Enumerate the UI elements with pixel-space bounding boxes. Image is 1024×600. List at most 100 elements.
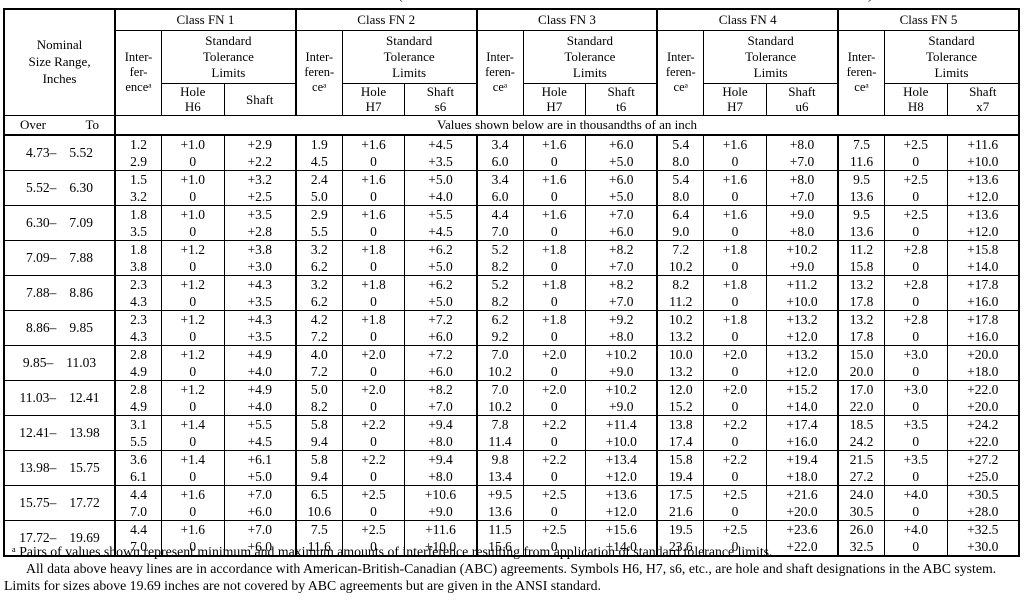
upper-value: 6.4 xyxy=(672,206,690,222)
fn4-hole-header: Hole H7 xyxy=(703,83,767,116)
shaft-limit-cell: +13.2 +12.0 xyxy=(765,309,839,346)
lower-value: +4.0 xyxy=(428,188,453,204)
upper-value: +1.4 xyxy=(180,451,206,467)
upper-value: +8.0 xyxy=(789,171,815,187)
upper-value: +7.2 xyxy=(428,346,453,362)
shaft-limit-cell: +32.5 +30.0 xyxy=(946,519,1020,557)
interference-cell: 3.4 6.0 xyxy=(475,134,524,171)
shaft-limit-cell: +11.2 +10.0 xyxy=(765,274,839,311)
lower-value: 0 xyxy=(550,188,558,204)
interference-cell: 17.5 21.6 xyxy=(656,484,705,521)
size-to-value: 7.88 xyxy=(69,249,94,265)
hole-limit-cell: +2.2 0 xyxy=(522,449,587,486)
lower-value: 6.0 xyxy=(491,188,509,204)
lower-value: 4.9 xyxy=(130,363,147,379)
lower-value: +10.0 xyxy=(786,293,818,309)
lower-value: +9.0 xyxy=(608,363,634,379)
hole-limit-cell: +1.8 0 xyxy=(522,309,587,346)
interference-cell: 2.3 4.3 xyxy=(114,274,163,311)
lower-value: +9.0 xyxy=(789,258,815,274)
lower-value: +5.0 xyxy=(608,153,634,169)
lower-value: +20.0 xyxy=(786,503,818,519)
units-note: Values shown below are in thousandths of… xyxy=(114,114,1020,136)
lower-value: 0 xyxy=(550,153,558,169)
hole-limit-cell: +1.6 0 xyxy=(161,519,225,557)
hole-limit-cell: +3.5 0 xyxy=(884,414,948,451)
lower-value: 24.2 xyxy=(849,433,874,449)
interference-cell: 26.0 32.5 xyxy=(837,519,886,557)
hole-limit-cell: +2.5 0 xyxy=(341,519,406,557)
lower-value: +9.0 xyxy=(428,503,453,519)
hole-limit-cell: +1.8 0 xyxy=(341,309,406,346)
upper-value: +5.0 xyxy=(428,171,453,187)
lower-value: +2.5 xyxy=(247,188,272,204)
upper-value: 6.5 xyxy=(310,486,328,502)
shaft-limit-cell: +3.8 +3.0 xyxy=(223,239,297,276)
lower-value: +14.0 xyxy=(967,258,999,274)
upper-value: +9.5 xyxy=(487,486,513,502)
lower-value: 9.0 xyxy=(672,223,690,239)
hole-limit-cell: +1.0 0 xyxy=(161,134,225,171)
table-row: 11.03– 12.41 2.8 4.9 +1.2 0 +4.9 +4.0 5.0 8.2 +2.0… xyxy=(3,379,1020,416)
class-fn4-header: Class FN 4 xyxy=(656,8,839,31)
fn1-shaft-header: Shaft xyxy=(223,83,297,116)
lower-value: +5.0 xyxy=(247,468,272,484)
shaft-limit-cell: +3.2 +2.5 xyxy=(223,169,297,206)
interference-cell: 6.4 9.0 xyxy=(656,204,705,241)
lower-value: 0 xyxy=(912,433,920,449)
upper-value: +4.5 xyxy=(428,136,453,152)
size-over-value: 6.30– xyxy=(26,214,57,230)
size-over-value: 15.75– xyxy=(19,494,57,510)
lower-value: 0 xyxy=(189,503,197,519)
upper-value: +2.2 xyxy=(722,416,748,432)
lower-value: 0 xyxy=(731,503,739,519)
upper-value: +9.2 xyxy=(608,311,634,327)
lower-value: 0 xyxy=(370,153,377,169)
shaft-limit-cell: +4.9 +4.0 xyxy=(223,344,297,381)
lower-value: 17.8 xyxy=(849,293,874,309)
lower-value: 13.2 xyxy=(668,363,693,379)
hole-limit-cell: +1.6 0 xyxy=(341,134,406,171)
upper-value: +1.6 xyxy=(361,206,386,222)
fn4-tolerance-limits-header: Standard Tolerance Limits xyxy=(703,30,839,84)
lower-value: 0 xyxy=(731,188,739,204)
lower-value: +7.0 xyxy=(428,398,453,414)
upper-value: +15.6 xyxy=(605,521,637,537)
hole-limit-cell: +1.8 0 xyxy=(522,239,587,276)
upper-value: +1.6 xyxy=(722,136,748,152)
fn4-interference-header: Inter- feren- ceᵃ xyxy=(656,30,705,116)
fn2-hole-header: Hole H7 xyxy=(341,83,406,116)
size-over-value: 4.73– xyxy=(26,144,57,160)
lower-value: 2.9 xyxy=(130,153,147,169)
hole-limit-cell: +2.5 0 xyxy=(884,169,948,206)
shaft-limit-cell: +13.6 +12.0 xyxy=(585,484,658,521)
shaft-limit-cell: +6.0 +5.0 xyxy=(585,134,658,171)
lower-value: 0 xyxy=(912,363,920,379)
upper-value: +1.6 xyxy=(180,521,206,537)
lower-value: 19.4 xyxy=(668,468,693,484)
lower-value: +2.8 xyxy=(247,223,272,239)
lower-value: 8.0 xyxy=(672,188,690,204)
lower-value: 0 xyxy=(189,468,197,484)
shaft-limit-cell: +2.9 +2.2 xyxy=(223,134,297,171)
fn3-interference-header: Inter- feren- ceᵃ xyxy=(475,30,524,116)
upper-value: 11.2 xyxy=(849,241,874,257)
hole-limit-cell: +4.0 0 xyxy=(884,484,948,521)
interference-cell: 24.0 30.5 xyxy=(837,484,886,521)
hole-limit-cell: +1.2 0 xyxy=(161,379,225,416)
shaft-limit-cell: +6.0 +5.0 xyxy=(585,169,658,206)
lower-value: +14.0 xyxy=(605,538,637,554)
size-over-value: 5.52– xyxy=(26,179,57,195)
shaft-limit-cell: +3.5 +2.8 xyxy=(223,204,297,241)
hole-limit-cell: +2.0 0 xyxy=(703,379,767,416)
footnote-a: ᵃ Pairs of values shown represent minimu… xyxy=(12,544,773,559)
fn5-interference-header: Inter- feren- ceᵃ xyxy=(837,30,886,116)
upper-value: +1.6 xyxy=(542,136,567,152)
interference-cell: 2.3 4.3 xyxy=(114,309,163,346)
lower-value: 4.5 xyxy=(310,153,328,169)
lower-value: +12.0 xyxy=(967,223,999,239)
upper-value: 18.5 xyxy=(849,416,874,432)
upper-value: 1.9 xyxy=(310,136,328,152)
upper-value: 7.0 xyxy=(491,346,509,362)
upper-value: +10.6 xyxy=(424,486,457,502)
